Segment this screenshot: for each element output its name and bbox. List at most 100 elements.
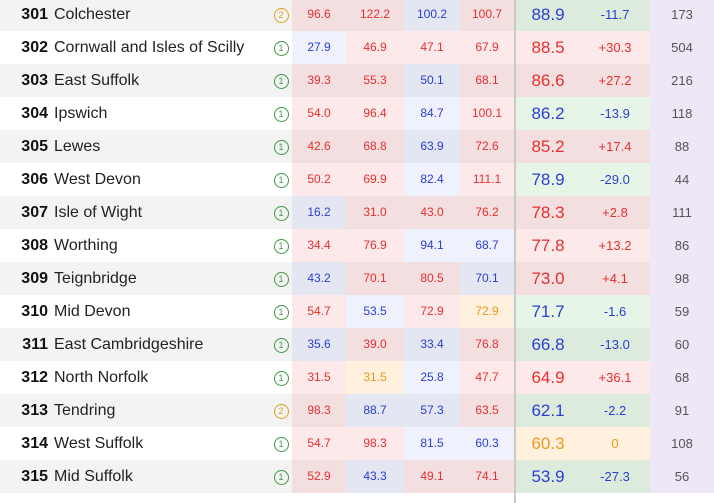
change-cell: -27.3: [580, 460, 650, 493]
tier-label: 1: [273, 437, 289, 453]
value-cell-1: 43.2: [292, 262, 346, 295]
value-cell-2: 31.5: [346, 361, 404, 394]
cases-cell: 173: [650, 0, 714, 31]
area-name: North Norfolk: [54, 369, 149, 386]
tier-label: 1: [273, 239, 289, 255]
value-cell-3: 33.4: [404, 328, 460, 361]
value-cell-3: 82.4: [404, 163, 460, 196]
table-row[interactable]: 307 Isle of Wight 1 16.2 31.0 43.0 76.2 78.3 +2.…: [0, 196, 714, 229]
area-name: Tendring: [54, 402, 116, 419]
table-row[interactable]: 303 East Suffolk 1 39.3 55.3 50.1 68.1 86.6 +27.…: [0, 64, 714, 97]
value-cell-2: 70.1: [346, 262, 404, 295]
value-cell-3: 47.1: [404, 31, 460, 64]
tier-label: 1: [273, 140, 289, 156]
change-cell: +30.3: [580, 31, 650, 64]
table-row[interactable]: 312 North Norfolk 1 31.5 31.5 25.8 47.7 64.9 +36…: [0, 361, 714, 394]
rate-cell: 86.2: [516, 97, 580, 130]
change-cell: +27.2: [580, 64, 650, 97]
table-row[interactable]: 301 Colchester 2 96.6 122.2 100.2 100.7 88.9 -11…: [0, 0, 714, 31]
tier-icon: 2: [271, 394, 291, 427]
table-row[interactable]: 311 East Cambridgeshire 1 35.6 39.0 33.4 76.8 6…: [0, 328, 714, 361]
cases-cell: 216: [650, 64, 714, 97]
value-cell-1: 96.6: [292, 0, 346, 31]
value-cell-4: 60.3: [460, 427, 514, 460]
table-row[interactable]: 310 Mid Devon 1 54.7 53.5 72.9 72.9 71.7 -1.6 59: [0, 295, 714, 328]
area-name: Mid Devon: [54, 303, 131, 320]
value-cell-1: 34.4: [292, 229, 346, 262]
change-cell: +13.2: [580, 229, 650, 262]
rank-number: 308: [21, 237, 48, 254]
rate-cell: 78.9: [516, 163, 580, 196]
value-cell-1: 50.2: [292, 163, 346, 196]
table-row[interactable]: 302 Cornwall and Isles of Scilly 1 27.9 46.9…: [0, 31, 714, 64]
rank-number: 311: [22, 336, 48, 353]
rank-number: 306: [21, 171, 48, 188]
value-cell-4: 67.9: [460, 31, 514, 64]
value-cell-1: 31.5: [292, 361, 346, 394]
value-cell-2: 43.3: [346, 460, 404, 493]
rank-number: 314: [21, 435, 48, 452]
tier-icon: 1: [271, 97, 291, 130]
value-cell-3: 25.8: [404, 361, 460, 394]
value-cell-3: 49.1: [404, 460, 460, 493]
value-cell-4: 100.7: [460, 0, 514, 31]
change-cell: -2.2: [580, 394, 650, 427]
cases-cell: 108: [650, 427, 714, 460]
area-name: West Suffolk: [54, 435, 144, 452]
table-row[interactable]: 313 Tendring 2 98.3 88.7 57.3 63.5 62.1 -2.2 91: [0, 394, 714, 427]
value-cell-3: 94.1: [404, 229, 460, 262]
table-row[interactable]: 304 Ipswich 1 54.0 96.4 84.7 100.1 86.2 -13.9 118: [0, 97, 714, 130]
rate-cell: 64.9: [516, 361, 580, 394]
column-separator: [514, 0, 516, 503]
change-cell: -1.6: [580, 295, 650, 328]
tier-icon: 1: [271, 64, 291, 97]
value-cell-2: 31.0: [346, 196, 404, 229]
area-name: Mid Suffolk: [54, 468, 133, 485]
value-cell-4: 68.7: [460, 229, 514, 262]
value-cell-2: 122.2: [346, 0, 404, 31]
value-cell-3: 80.5: [404, 262, 460, 295]
rank-number: 305: [21, 138, 48, 155]
cases-cell: 98: [650, 262, 714, 295]
value-cell-1: 16.2: [292, 196, 346, 229]
rank-number: 315: [21, 468, 48, 485]
area-name: East Cambridgeshire: [54, 336, 204, 353]
cases-cell: 59: [650, 295, 714, 328]
table-row[interactable]: 309 Teignbridge 1 43.2 70.1 80.5 70.1 73.0 +4.1 9…: [0, 262, 714, 295]
rate-cell: 88.5: [516, 31, 580, 64]
rate-cell: 77.8: [516, 229, 580, 262]
cases-cell: 88: [650, 130, 714, 163]
value-cell-1: 54.7: [292, 295, 346, 328]
tier-icon: 1: [271, 31, 291, 64]
area-name: Cornwall and Isles of Scilly: [54, 39, 245, 56]
tier-label: 1: [273, 206, 289, 222]
table-row[interactable]: 308 Worthing 1 34.4 76.9 94.1 68.7 77.8 +13.2 86: [0, 229, 714, 262]
rate-cell: 71.7: [516, 295, 580, 328]
table-row[interactable]: 315 Mid Suffolk 1 52.9 43.3 49.1 74.1 53.9 -27.3…: [0, 460, 714, 493]
value-cell-4: 72.9: [460, 295, 514, 328]
tier-icon: 1: [271, 460, 291, 493]
change-cell: -13.0: [580, 328, 650, 361]
change-cell: 0: [580, 427, 650, 460]
table-row[interactable]: 314 West Suffolk 1 54.7 98.3 81.5 60.3 60.3 0 108: [0, 427, 714, 460]
value-cell-4: 76.8: [460, 328, 514, 361]
value-cell-2: 96.4: [346, 97, 404, 130]
value-cell-3: 63.9: [404, 130, 460, 163]
rate-cell: 62.1: [516, 394, 580, 427]
tier-label: 1: [273, 470, 289, 486]
table-row[interactable]: 305 Lewes 1 42.6 68.8 63.9 72.6 85.2 +17.4 88: [0, 130, 714, 163]
tier-icon: 2: [271, 0, 291, 31]
value-cell-4: 111.1: [460, 163, 514, 196]
tier-label: 1: [273, 272, 289, 288]
table-row[interactable]: 306 West Devon 1 50.2 69.9 82.4 111.1 78.9 -29.0…: [0, 163, 714, 196]
tier-icon: 1: [271, 427, 291, 460]
change-cell: -29.0: [580, 163, 650, 196]
value-cell-2: 68.8: [346, 130, 404, 163]
value-cell-3: 100.2: [404, 0, 460, 31]
value-cell-2: 88.7: [346, 394, 404, 427]
value-cell-1: 39.3: [292, 64, 346, 97]
cases-cell: 91: [650, 394, 714, 427]
rank-number: 312: [21, 369, 48, 386]
area-name: Colchester: [54, 6, 131, 23]
rate-cell: 60.3: [516, 427, 580, 460]
